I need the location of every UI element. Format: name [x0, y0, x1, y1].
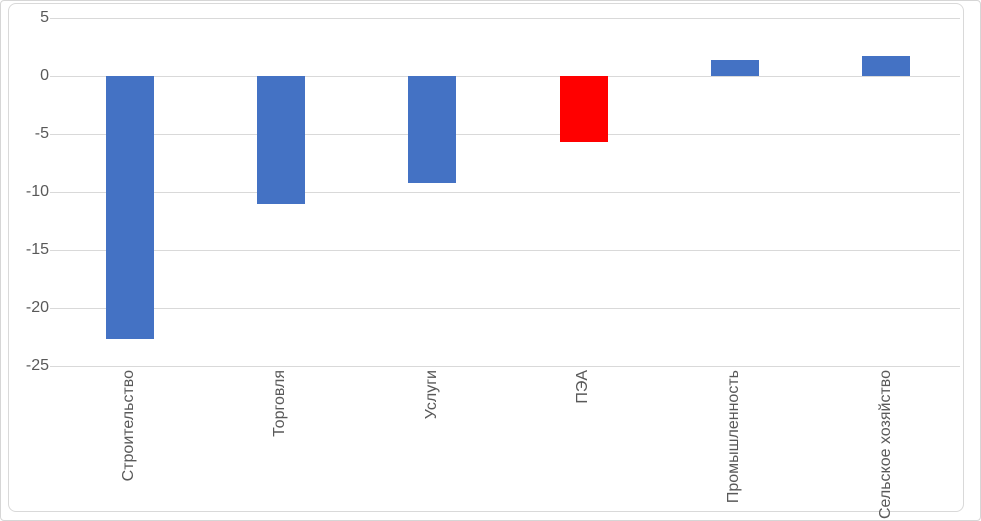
bar-1 — [106, 76, 154, 339]
y-axis-tick-label: -15 — [25, 241, 49, 258]
y-axis-tick-label: 0 — [40, 67, 49, 84]
category-label: Строительство — [120, 370, 138, 482]
gridline-y--10 — [50, 192, 960, 193]
category-label-cell: Промышленность — [659, 370, 810, 516]
gridline-y--5 — [50, 134, 960, 135]
y-axis-tick-label: -25 — [25, 357, 49, 374]
bar-3 — [408, 76, 456, 183]
category-label: Сельское хозяйство — [877, 370, 895, 520]
category-label-cell: Услуги — [357, 370, 508, 516]
y-axis-tick-label: -10 — [25, 183, 49, 200]
y-axis-tick-label: 5 — [40, 9, 49, 26]
gridline-y-0 — [50, 76, 960, 77]
category-label-cell: Торговля — [205, 370, 356, 516]
y-axis-tick-label: -5 — [34, 125, 49, 142]
gridline-y--25 — [50, 366, 960, 367]
bar-2 — [257, 76, 305, 204]
y-axis-tick-label: -20 — [25, 299, 49, 316]
category-label-cell: Строительство — [54, 370, 205, 516]
category-label: Промышленность — [725, 370, 743, 504]
gridline-y--20 — [50, 308, 960, 309]
bar-4 — [560, 76, 608, 142]
bar-6 — [862, 56, 910, 76]
bar-5 — [711, 60, 759, 76]
gridline-y--15 — [50, 250, 960, 251]
category-label: Услуги — [423, 370, 441, 420]
category-label: ПЭА — [574, 370, 592, 404]
gridline-y-5 — [50, 18, 960, 19]
category-label-cell: ПЭА — [508, 370, 659, 516]
chart-frame: 5 0 -5 -10 -15 -20 -25 Строительство Торговля Усл… — [8, 3, 964, 519]
category-label-cell: Сельское хозяйство — [811, 370, 962, 520]
category-label: Торговля — [271, 370, 289, 437]
